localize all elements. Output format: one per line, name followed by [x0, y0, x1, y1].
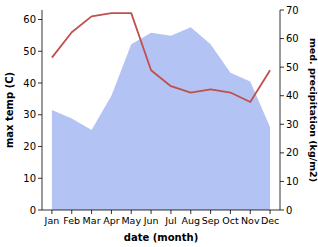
y2-tick [280, 95, 284, 96]
y2-tick [280, 38, 284, 39]
x-tick-label: Aug [181, 215, 200, 226]
x-label: date (month) [124, 232, 198, 243]
y-tick [38, 83, 42, 84]
y2-tick [280, 10, 284, 11]
x-tick [131, 210, 132, 214]
x-tick [71, 210, 72, 214]
y2-tick-label: 30 [286, 119, 299, 130]
y2-tick [280, 181, 284, 182]
y-tick-label: 0 [30, 205, 36, 216]
y2-tick-label: 20 [286, 147, 299, 158]
x-tick [91, 210, 92, 214]
x-tick-label: Dec [261, 215, 279, 226]
x-tick-label: Jun [143, 215, 159, 226]
x-tick-label: Apr [103, 215, 120, 226]
x-tick-label: Nov [241, 215, 260, 226]
x-tick [230, 210, 231, 214]
x-tick-label: Sep [202, 215, 220, 226]
y2-tick-label: 10 [286, 176, 299, 187]
y2-axis [280, 10, 281, 210]
y-tick-label: 20 [23, 141, 36, 152]
y2-tick [280, 124, 284, 125]
y-tick-label: 60 [23, 14, 36, 25]
x-tick [250, 210, 251, 214]
x-tick-label: May [121, 215, 141, 226]
y-tick [38, 51, 42, 52]
x-tick [270, 210, 271, 214]
x-tick [210, 210, 211, 214]
x-tick-label: Oct [222, 215, 239, 226]
x-tick [151, 210, 152, 214]
y2-tick [280, 152, 284, 153]
x-tick [170, 210, 171, 214]
y2-tick-label: 60 [286, 33, 299, 44]
y2-tick-label: 0 [286, 205, 292, 216]
x-tick [51, 210, 52, 214]
y2-tick [280, 67, 284, 68]
y2-tick-label: 50 [286, 62, 299, 73]
y-tick-label: 50 [23, 46, 36, 57]
precip-area [52, 27, 270, 210]
plot-marks [52, 13, 270, 210]
x-axis [42, 210, 280, 211]
x-tick-label: Feb [63, 215, 80, 226]
y-label: max temp (C) [4, 72, 15, 148]
y-tick-label: 30 [23, 109, 36, 120]
x-tick-label: Jul [164, 215, 176, 226]
x-tick [111, 210, 112, 214]
y-tick-label: 40 [23, 78, 36, 89]
y-tick [38, 178, 42, 179]
x-tick-label: Mar [83, 215, 101, 226]
y-tick [38, 210, 42, 211]
y2-tick-label: 40 [286, 90, 299, 101]
temp-line [52, 13, 270, 102]
y2-tick [280, 210, 284, 211]
x-tick [190, 210, 191, 214]
chart: 0 10 20 30 40 50 60 0 10 20 30 40 50 60 70 JanFebMarApr… [0, 0, 318, 247]
y-axis [42, 10, 43, 210]
y-tick [38, 146, 42, 147]
y-tick [38, 19, 42, 20]
y2-label: med. precipitation (kg/m2) [308, 38, 318, 182]
y2-tick-label: 70 [286, 5, 299, 16]
y-tick [38, 114, 42, 115]
x-tick-label: Jan [44, 215, 60, 226]
y-tick-label: 10 [23, 173, 36, 184]
